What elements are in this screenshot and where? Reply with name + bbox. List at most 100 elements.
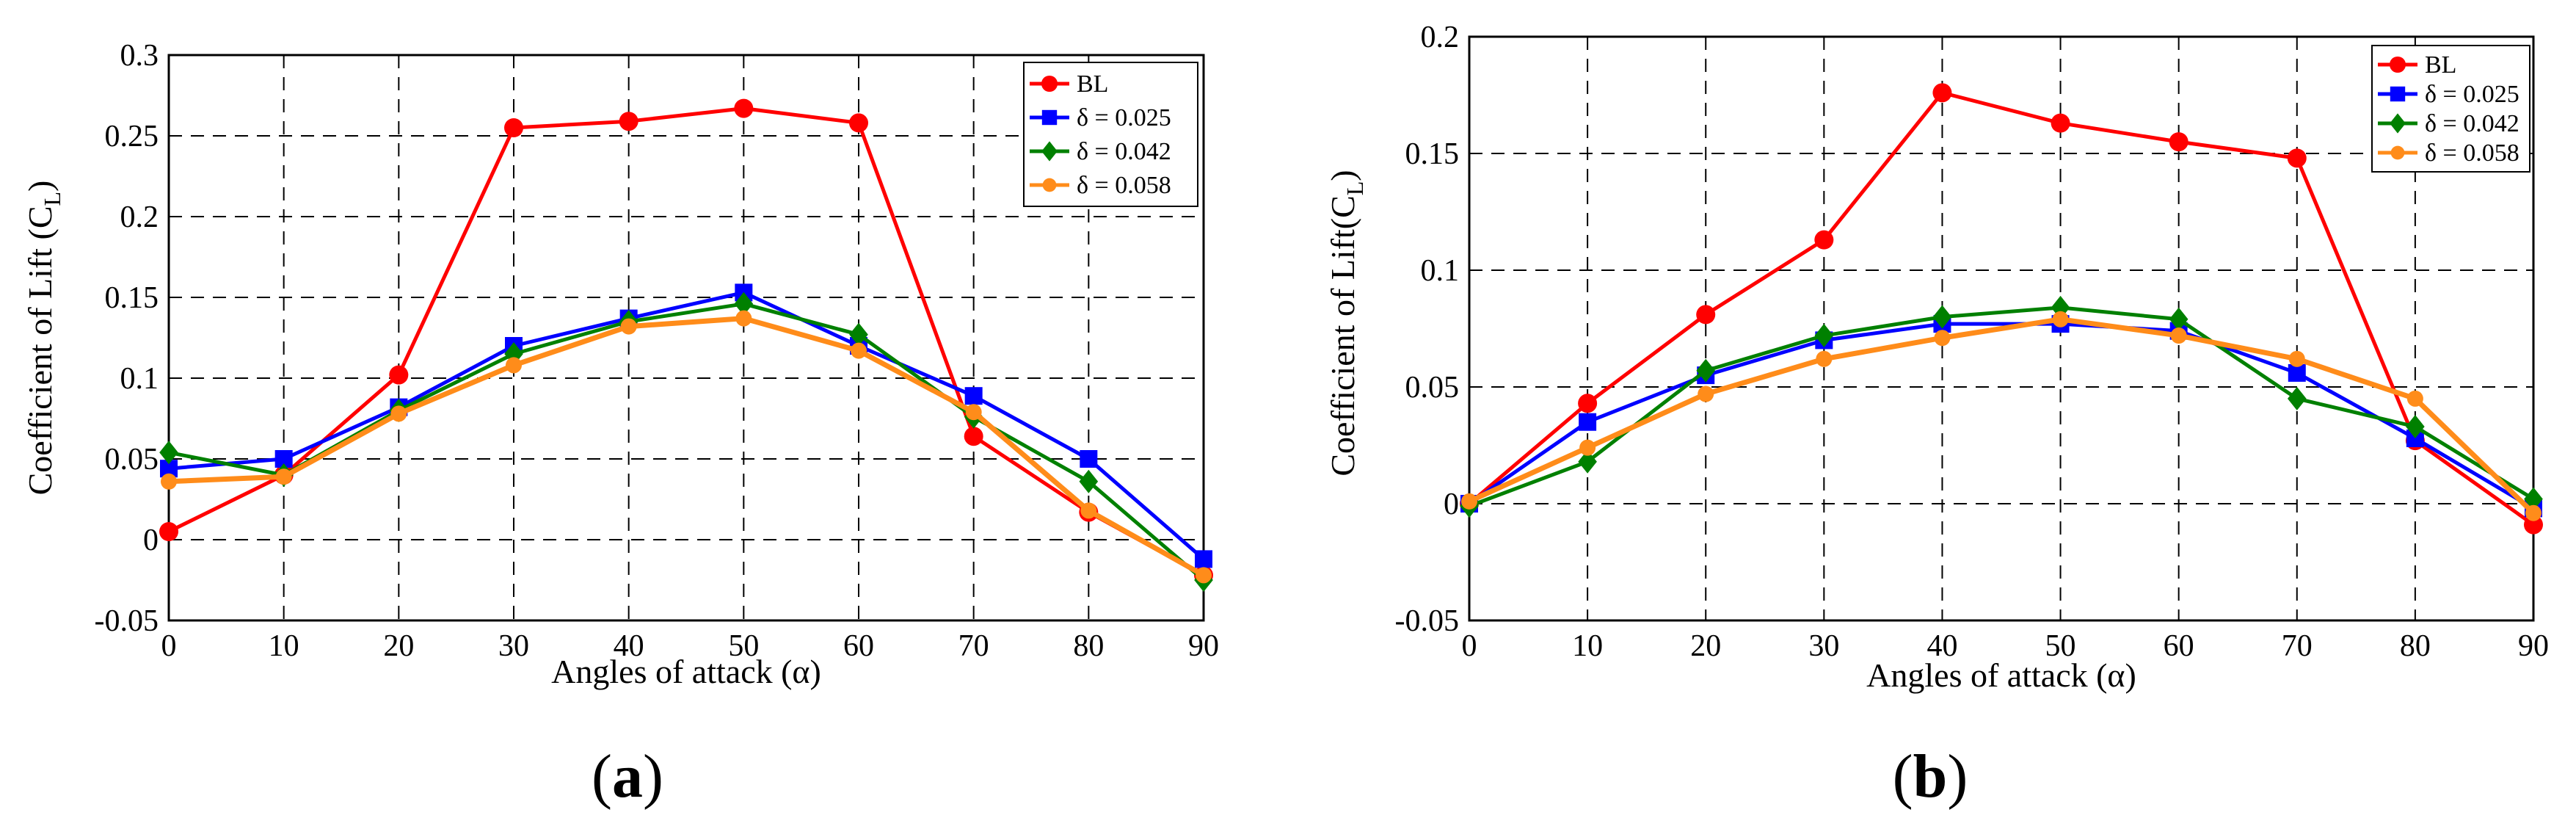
data-point bbox=[851, 342, 867, 359]
x-tick-label: 60 bbox=[843, 629, 874, 663]
x-tick-label: 20 bbox=[1690, 629, 1721, 663]
y-tick-label: 0.15 bbox=[105, 281, 159, 315]
data-point bbox=[1579, 413, 1597, 431]
data-point bbox=[1578, 394, 1598, 413]
series-line bbox=[1468, 322, 2535, 510]
data-point bbox=[734, 98, 754, 118]
y-tick-label: 0 bbox=[143, 524, 159, 557]
data-point bbox=[1579, 439, 1596, 456]
data-point bbox=[1079, 469, 1099, 493]
x-tick-label: 70 bbox=[958, 629, 989, 663]
data-point bbox=[1578, 449, 1597, 474]
legend-label: BL bbox=[1077, 70, 1108, 98]
y-tick-label: 0.3 bbox=[120, 39, 159, 73]
data-point bbox=[849, 113, 868, 133]
series-line bbox=[168, 316, 1205, 578]
data-point bbox=[620, 318, 637, 335]
series-3 bbox=[1461, 311, 2542, 521]
data-point bbox=[2406, 390, 2423, 407]
data-point bbox=[1195, 550, 1212, 568]
x-tick-label: 70 bbox=[2282, 629, 2313, 663]
data-point bbox=[964, 427, 983, 446]
data-point bbox=[2287, 386, 2307, 410]
legend-label: δ = 0.058 bbox=[2425, 140, 2519, 167]
data-point bbox=[275, 468, 292, 485]
y-tick-label: -0.05 bbox=[1395, 604, 1460, 638]
chart-b: 0 10 20 30 40 50 60 70 80 90-0.0500.050.10.150.2 … bbox=[1324, 21, 2549, 811]
y-tick-label: -0.05 bbox=[95, 604, 159, 638]
series-group-a bbox=[159, 98, 1213, 592]
data-point bbox=[1080, 450, 1098, 468]
data-point bbox=[1816, 350, 1833, 367]
data-point bbox=[1814, 230, 1834, 250]
panel-label-b: (b) bbox=[1893, 742, 1968, 811]
series-line bbox=[1468, 316, 2536, 515]
data-point bbox=[504, 342, 523, 366]
data-point bbox=[1934, 330, 1951, 347]
y-tick-label: 0.1 bbox=[120, 362, 159, 396]
x-tick-label: 0 bbox=[161, 629, 177, 663]
series-group-b bbox=[1460, 83, 2543, 535]
legend-label: δ = 0.025 bbox=[2425, 81, 2519, 108]
data-point bbox=[389, 365, 409, 385]
x-tick-label: 80 bbox=[2400, 629, 2431, 663]
legend-marker bbox=[2390, 113, 2406, 134]
x-axis-label-b: Angles of attack (α) bbox=[1866, 656, 2136, 694]
data-point bbox=[2169, 307, 2188, 331]
data-point bbox=[1196, 567, 1212, 584]
y-tick-label: 0.25 bbox=[105, 120, 159, 153]
x-tick-label: 0 bbox=[1462, 629, 1477, 663]
data-point bbox=[619, 112, 638, 131]
series-line bbox=[1468, 90, 2535, 526]
data-point bbox=[2170, 327, 2187, 344]
y-tick-label: 0.1 bbox=[1421, 254, 1460, 288]
legend-label: δ = 0.025 bbox=[1077, 104, 1171, 131]
legend-marker bbox=[1041, 75, 1058, 93]
data-point bbox=[161, 473, 177, 490]
data-point bbox=[390, 405, 407, 422]
y-axis-label-a: Coefficient of Lift (CL) bbox=[21, 181, 65, 496]
chart-a: 0 10 20 30 40 50 60 70 80 90-0.0500.050.10.150.20… bbox=[21, 39, 1219, 811]
data-point bbox=[1461, 493, 1477, 510]
y-tick-label: 0.05 bbox=[105, 443, 159, 477]
data-point bbox=[159, 522, 178, 541]
x-tick-label: 50 bbox=[728, 629, 759, 663]
tick-labels-a: 0 10 20 30 40 50 60 70 80 90-0.0500.050.10.150.20… bbox=[95, 39, 1220, 663]
x-tick-label: 10 bbox=[269, 629, 299, 663]
x-tick-label: 20 bbox=[383, 629, 414, 663]
x-tick-label: 30 bbox=[498, 629, 529, 663]
legend-marker bbox=[1042, 178, 1057, 192]
y-tick-label: 0.2 bbox=[120, 200, 159, 234]
legend-label: δ = 0.042 bbox=[1077, 138, 1171, 165]
y-tick-label: 0.05 bbox=[1405, 371, 1460, 405]
legend-marker bbox=[1041, 109, 1058, 126]
panel-label-a: (a) bbox=[592, 742, 663, 811]
data-point bbox=[1698, 385, 1714, 402]
data-point bbox=[504, 118, 523, 137]
data-point bbox=[2287, 148, 2307, 168]
x-tick-label: 40 bbox=[1926, 629, 1957, 663]
data-point bbox=[1814, 324, 1834, 348]
data-point bbox=[506, 357, 522, 374]
data-point bbox=[159, 441, 178, 465]
series-line bbox=[167, 106, 1205, 577]
data-point bbox=[2052, 311, 2069, 327]
data-point bbox=[2524, 515, 2543, 535]
y-tick-label: 0.15 bbox=[1405, 137, 1460, 171]
x-tick-label: 90 bbox=[2518, 629, 2549, 663]
data-point bbox=[2524, 487, 2543, 511]
data-point bbox=[2406, 415, 2425, 439]
data-point bbox=[2169, 132, 2188, 152]
legend-label: δ = 0.042 bbox=[2425, 110, 2519, 137]
data-point bbox=[1932, 83, 1952, 103]
legend-a: BL δ = 0.025 δ = 0.042 δ = 0.058 bbox=[1023, 62, 1198, 207]
x-tick-label: 90 bbox=[1188, 629, 1219, 663]
data-point bbox=[735, 310, 752, 327]
x-tick-label: 40 bbox=[614, 629, 644, 663]
x-axis-label-a: Angles of attack (α) bbox=[551, 653, 821, 690]
data-point bbox=[965, 404, 982, 421]
y-tick-label: 0.2 bbox=[1421, 21, 1460, 54]
legend-marker bbox=[1041, 141, 1058, 162]
legend-marker bbox=[2389, 56, 2406, 73]
